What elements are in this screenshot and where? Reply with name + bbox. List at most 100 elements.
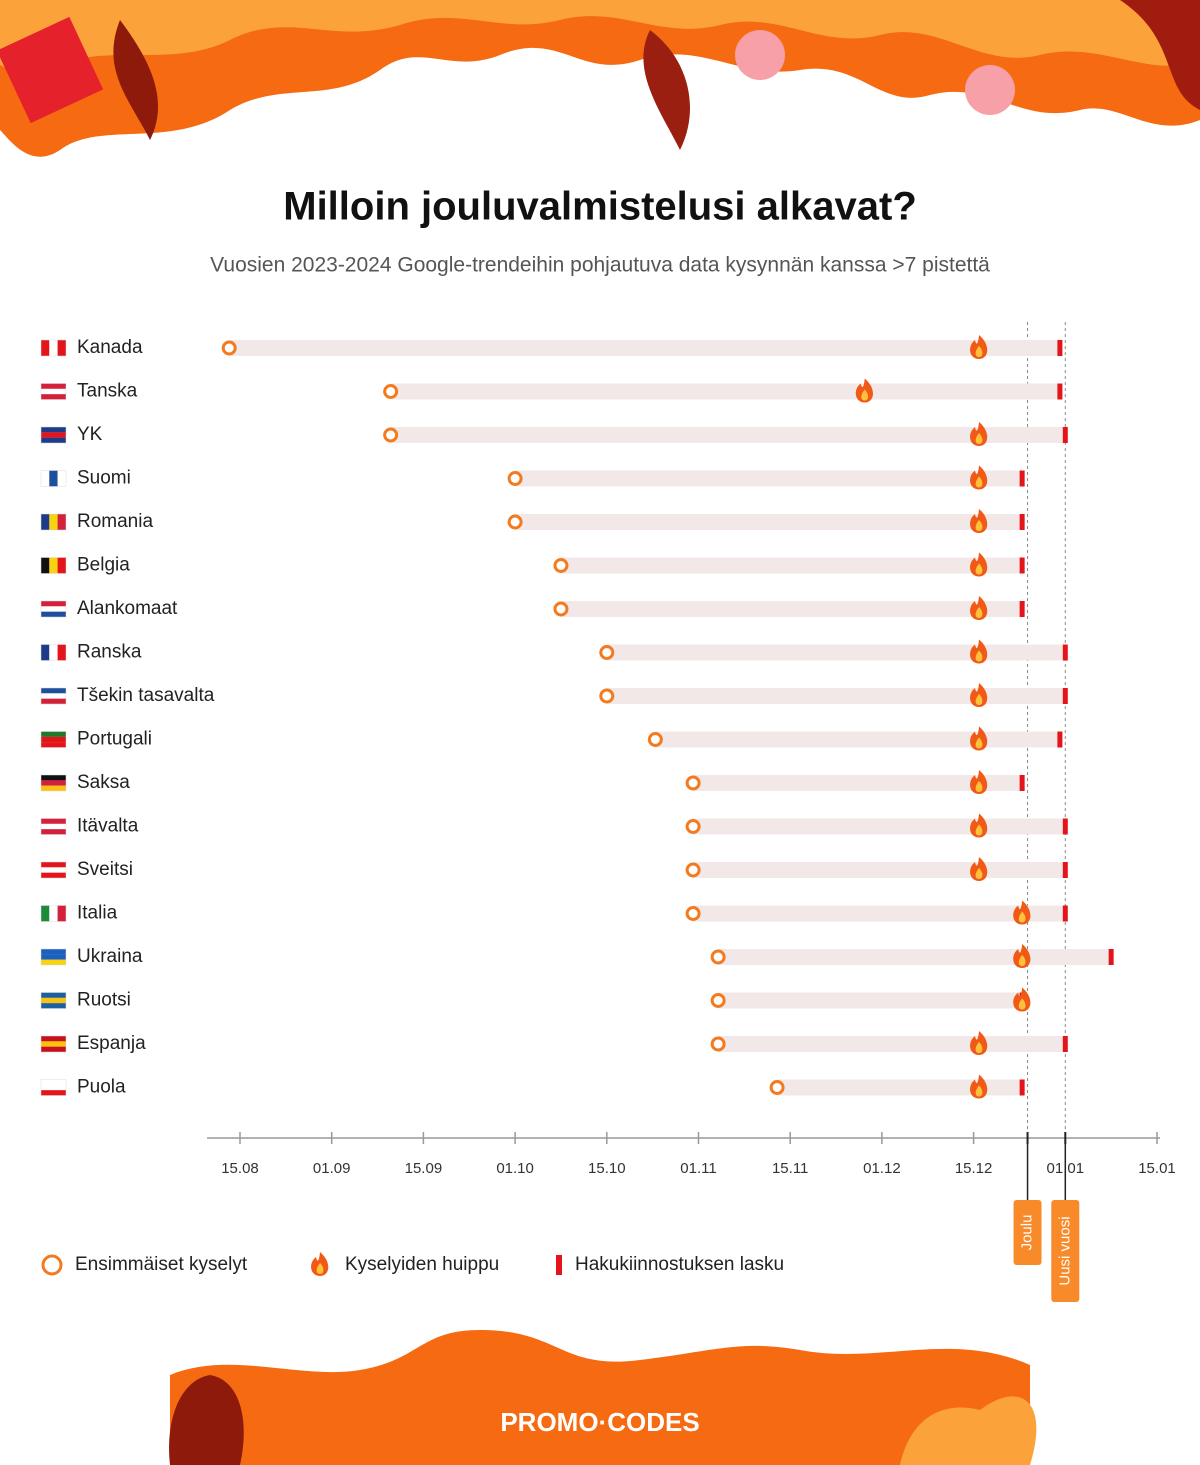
peak-marker — [970, 509, 988, 533]
range-bar — [777, 1079, 1023, 1096]
category-label: Puola — [77, 1077, 126, 1098]
category-label: Kanada — [77, 337, 143, 358]
start-marker — [553, 558, 569, 573]
legend-label: Kyselyiden huippu — [345, 1254, 499, 1275]
x-tick-label: 15.08 — [221, 1160, 259, 1177]
category-label: Espanja — [77, 1033, 146, 1054]
peak-marker — [970, 1074, 988, 1099]
drop-marker — [1062, 905, 1068, 922]
drop-marker — [1057, 383, 1063, 400]
start-marker — [553, 601, 569, 617]
bottom-decoration — [169, 1330, 1037, 1465]
flame-core — [975, 694, 983, 705]
flag-stripe — [41, 1084, 66, 1091]
flame-core — [1018, 955, 1026, 966]
peak-marker — [970, 596, 988, 620]
reference-label: Joulu — [1019, 1215, 1036, 1251]
start-marker — [710, 1036, 726, 1052]
flag-border — [40, 383, 67, 400]
peak-marker — [970, 813, 988, 838]
top-decoration — [0, 0, 1200, 157]
flame-core — [975, 781, 983, 792]
flag-border — [40, 470, 67, 487]
flag-stripe — [41, 437, 66, 444]
range-bar — [560, 601, 1023, 617]
reference-label-box — [1013, 1200, 1042, 1265]
flag-stripe — [41, 1079, 66, 1085]
start-marker — [383, 384, 399, 399]
flag-border — [40, 426, 67, 444]
flame-core — [861, 389, 869, 401]
flame-core — [975, 607, 983, 618]
range-bar — [693, 905, 1066, 922]
drop-marker — [1019, 470, 1025, 487]
drop-marker — [1062, 818, 1068, 835]
flag-stripe — [41, 1046, 66, 1053]
flag-stripe — [41, 775, 66, 781]
category-label: Belgia — [77, 555, 130, 576]
x-tick-label: 15.12 — [955, 1160, 993, 1177]
flag-stripe — [49, 514, 58, 530]
flag-stripe — [41, 340, 50, 356]
flag-stripe — [41, 644, 50, 661]
legend-label: Ensimmäiset kyselyt — [75, 1254, 248, 1275]
x-tick-label: 01.10 — [496, 1160, 534, 1177]
category-label: Tšekin tasavalta — [77, 685, 215, 706]
range-bar — [693, 818, 1066, 835]
flag-border — [40, 1079, 67, 1096]
flame-core — [975, 1085, 983, 1097]
category-label: Sveitsi — [77, 859, 133, 880]
peak-marker — [970, 683, 988, 707]
flag-stripe — [41, 470, 50, 487]
flag-stripe — [41, 829, 66, 835]
category-label: Romania — [77, 511, 153, 532]
range-bar — [515, 470, 1023, 487]
category-label: Alankomaat — [77, 598, 178, 619]
peak-marker — [970, 422, 988, 446]
range-bar — [390, 427, 1066, 443]
legend-peak-icon — [311, 1252, 329, 1276]
drop-marker — [1057, 340, 1063, 356]
peak-marker — [970, 857, 988, 881]
x-tick-label: 01.11 — [680, 1160, 716, 1177]
range-bar — [693, 775, 1023, 791]
x-tick-label: 01.12 — [863, 1160, 901, 1177]
flame-core — [975, 1042, 983, 1053]
flag-stripe — [41, 818, 66, 824]
range-bar — [515, 514, 1023, 530]
flag-stripe — [57, 470, 66, 487]
peak-marker — [1013, 987, 1031, 1012]
x-tick-label: 15.11 — [772, 1160, 808, 1177]
start-marker — [507, 514, 523, 530]
flag-stripe — [41, 736, 66, 743]
drop-marker — [1062, 862, 1068, 878]
legend-drop-icon — [556, 1255, 562, 1275]
flag-stripe — [49, 557, 58, 574]
reference-label-box — [1051, 1200, 1080, 1302]
category-label: YK — [77, 424, 103, 445]
flame-core — [975, 824, 983, 836]
flag-stripe — [41, 1003, 66, 1009]
flame-core — [975, 476, 983, 488]
drop-marker — [1019, 775, 1025, 791]
flag-border — [40, 818, 67, 835]
flag-stripe — [41, 688, 66, 694]
category-label: Portugali — [77, 729, 152, 750]
flag-stripe — [41, 698, 66, 705]
drop-marker — [1019, 514, 1025, 530]
start-marker — [769, 1080, 785, 1095]
flag-stripe — [41, 388, 66, 395]
flag-stripe — [41, 557, 50, 574]
range-bar — [606, 688, 1066, 704]
flag-border — [40, 513, 67, 531]
flag-stripe — [41, 606, 66, 612]
flag-border — [40, 557, 67, 574]
flag-border — [40, 731, 67, 748]
drop-marker — [1062, 688, 1068, 704]
flag-stripe — [57, 557, 66, 574]
start-marker — [647, 732, 663, 747]
flag-stripe — [49, 340, 58, 356]
flag-stripe — [41, 992, 66, 998]
brand-logo: PROMO·CODES — [500, 1407, 699, 1437]
drop-marker — [1019, 1079, 1025, 1096]
